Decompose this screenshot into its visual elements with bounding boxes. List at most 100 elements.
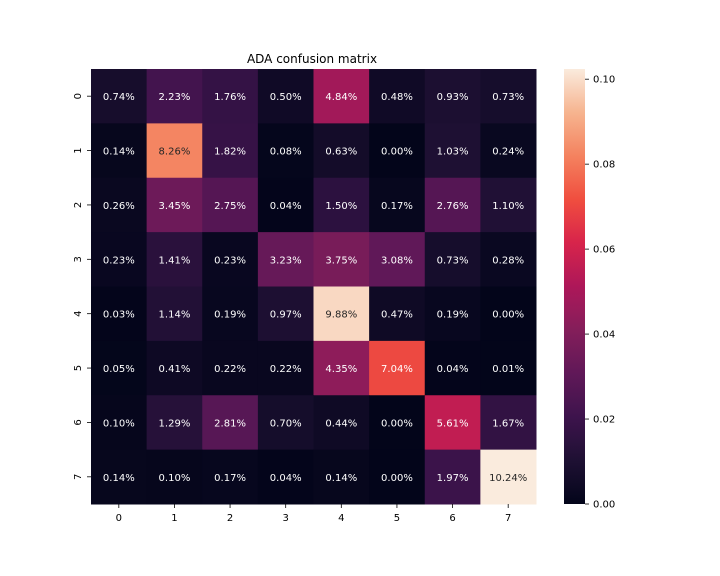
- heatmap-cell: [146, 449, 203, 505]
- heatmap-cell: [202, 177, 259, 233]
- cell-label: 0.19%: [214, 310, 246, 321]
- cell-label: 9.88%: [325, 310, 357, 321]
- heatmap-cell: [424, 286, 481, 342]
- heatmap-cell: [369, 69, 426, 124]
- cell-label: 0.47%: [381, 310, 413, 321]
- heatmap-cell: [424, 123, 481, 179]
- cell-label: 0.73%: [492, 92, 524, 103]
- heatmap-cell: [257, 449, 314, 505]
- cell-label: 1.76%: [214, 92, 246, 103]
- heatmap-cell: [257, 286, 314, 342]
- heatmap-cell: [369, 123, 426, 179]
- colorbar-tick-label: 0.06: [593, 245, 615, 256]
- cell-label: 0.00%: [381, 147, 413, 158]
- cell-label: 2.75%: [214, 201, 246, 212]
- cell-label: 0.14%: [103, 147, 135, 158]
- cell-label: 0.50%: [270, 92, 302, 103]
- heatmap-cell: [313, 449, 370, 505]
- colorbar-tick-label: 0.00: [593, 500, 615, 511]
- cell-label: 5.61%: [437, 418, 469, 429]
- cell-label: 0.28%: [492, 255, 524, 266]
- heatmap-cell: [202, 232, 259, 287]
- heatmap-cell: [146, 123, 203, 179]
- heatmap-cell: [146, 69, 203, 124]
- cell-label: 1.03%: [437, 147, 469, 158]
- heatmap-cell: [257, 69, 314, 124]
- cell-label: 0.44%: [325, 418, 357, 429]
- heatmap-cell: [91, 395, 148, 451]
- y-tick-label: 4: [73, 311, 84, 317]
- cell-label: 10.24%: [489, 473, 527, 484]
- cell-label: 0.22%: [270, 364, 302, 375]
- cell-label: 2.81%: [214, 418, 246, 429]
- cell-label: 0.00%: [381, 418, 413, 429]
- heatmap-cell: [480, 286, 537, 342]
- heatmap-cell: [480, 395, 537, 451]
- heatmap-cell: [202, 449, 259, 505]
- cell-label: 0.03%: [103, 310, 135, 321]
- cell-label: 0.26%: [103, 201, 135, 212]
- cell-label: 0.97%: [270, 310, 302, 321]
- cell-label: 0.01%: [492, 364, 524, 375]
- cell-label: 0.93%: [437, 92, 469, 103]
- x-tick-label: 6: [449, 513, 455, 524]
- heatmap-cell: [202, 123, 259, 179]
- heatmap-cell: [146, 395, 203, 451]
- colorbar-tick-label: 0.08: [593, 160, 615, 171]
- colorbar: 0.00 0.02 0.04 0.06 0.08 0.10: [564, 69, 615, 511]
- heatmap-cell: [424, 395, 481, 451]
- heatmap-cell: [480, 123, 537, 179]
- heatmap-cell: [369, 177, 426, 233]
- heatmap-cell: [257, 340, 314, 396]
- heatmap-cell: [91, 123, 148, 179]
- heatmap-cell: [313, 340, 370, 396]
- heatmap-cell: [313, 286, 370, 342]
- cell-label: 0.19%: [437, 310, 469, 321]
- heatmap-cell: [480, 340, 537, 396]
- cell-label: 0.17%: [381, 201, 413, 212]
- cell-label: 0.70%: [270, 418, 302, 429]
- heatmap-cell: [91, 340, 148, 396]
- heatmap-cell: [202, 395, 259, 451]
- cell-label: 0.74%: [103, 92, 135, 103]
- heatmap-cell: [480, 449, 537, 505]
- heatmap-cell: [146, 286, 203, 342]
- heatmap-cell: [313, 232, 370, 287]
- heatmap-cells: [91, 69, 537, 505]
- heatmap-cell: [369, 449, 426, 505]
- heatmap-cell: [424, 177, 481, 233]
- cell-label: 0.08%: [270, 147, 302, 158]
- cell-label: 0.04%: [270, 201, 302, 212]
- cell-label: 1.10%: [492, 201, 524, 212]
- heatmap-cell: [369, 232, 426, 287]
- heatmap-cell: [369, 395, 426, 451]
- y-tick-label: 2: [73, 202, 84, 208]
- heatmap-cell: [480, 69, 537, 124]
- cell-label: 3.08%: [381, 255, 413, 266]
- x-tick-label: 4: [338, 513, 344, 524]
- cell-label: 1.14%: [159, 310, 191, 321]
- y-tick-label: 3: [73, 256, 84, 262]
- heatmap-cell: [91, 286, 148, 342]
- cell-label: 1.50%: [325, 201, 357, 212]
- cell-label: 8.26%: [159, 147, 191, 158]
- colorbar-ticks: 0.00 0.02 0.04 0.06 0.08 0.10: [585, 75, 615, 511]
- x-tick-label: 7: [505, 513, 511, 524]
- cell-label: 3.23%: [270, 255, 302, 266]
- cell-label: 0.04%: [437, 364, 469, 375]
- heatmap-cell: [257, 123, 314, 179]
- cell-label: 0.48%: [381, 92, 413, 103]
- heatmap-cell-labels: 0.74% 2.23% 1.76% 0.50% 4.84% 0.48% 0.93% 0.73%…: [103, 92, 527, 484]
- cell-label: 0.00%: [492, 310, 524, 321]
- colorbar-gradient: [564, 69, 585, 504]
- cell-label: 3.45%: [159, 201, 191, 212]
- x-tick-label: 2: [227, 513, 233, 524]
- heatmap-cell: [202, 69, 259, 124]
- heatmap-cell: [91, 69, 148, 124]
- heatmap-cell: [313, 395, 370, 451]
- heatmap-cell: [202, 340, 259, 396]
- cell-label: 1.67%: [492, 418, 524, 429]
- heatmap-cell: [480, 232, 537, 287]
- y-tick-label: 7: [73, 474, 84, 480]
